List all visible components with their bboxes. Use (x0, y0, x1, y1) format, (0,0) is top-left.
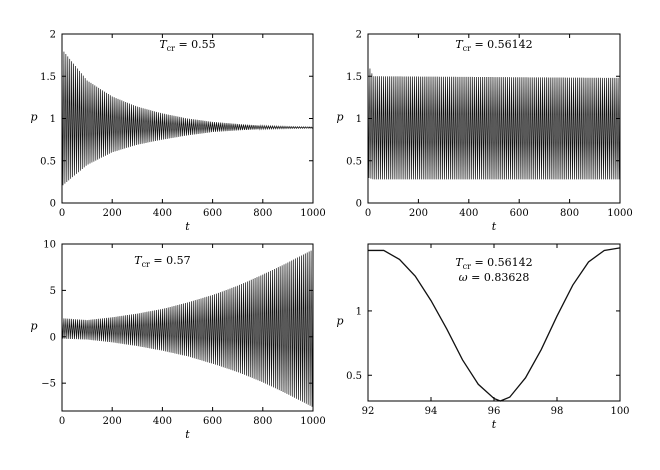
annotation-omega: ω = 0.83628 (459, 271, 530, 284)
y-tick-label: 2 (50, 30, 56, 41)
series-line (61, 49, 314, 186)
y-tick-label: 0 (50, 332, 56, 343)
x-tick-label: 800 (253, 208, 272, 219)
y-tick-label: 1 (356, 114, 362, 125)
x-tick-label: 1000 (300, 416, 325, 427)
x-axis-label: t (185, 428, 190, 441)
x-axis-label: t (492, 418, 497, 431)
x-tick-label: 100 (610, 406, 629, 417)
annotation-critical-t: Tcr = 0.57 (134, 254, 190, 269)
y-tick-label: 5 (50, 286, 56, 297)
y-tick-label: 2 (356, 30, 362, 41)
y-tick-label: 1 (356, 306, 362, 317)
y-tick-label: 0.5 (346, 371, 362, 382)
annotation-critical-t: Tcr = 0.56142 (455, 38, 532, 53)
x-tick-label: 1000 (300, 208, 325, 219)
x-tick-label: 0 (59, 208, 65, 219)
x-tick-label: 94 (425, 406, 438, 417)
x-tick-label: 800 (560, 208, 579, 219)
x-tick-label: 200 (409, 208, 428, 219)
y-tick-label: 0 (50, 199, 56, 210)
x-tick-label: 1000 (607, 208, 632, 219)
y-tick-label: 10 (43, 240, 56, 251)
x-axis-label: t (185, 220, 190, 233)
y-tick-label: 1.5 (40, 72, 56, 83)
series-line (367, 63, 621, 180)
chart-panel-2: 0 200 400 600 800 1000 0 0.5 1 1.5 2 t p Tcr = 0.5614… (336, 30, 632, 234)
y-axis-label: p (336, 315, 343, 328)
y-axis-label: p (336, 111, 343, 124)
y-tick-label: 0.5 (40, 156, 56, 167)
y-axis-label: p (30, 111, 37, 124)
x-axis-label: t (492, 220, 497, 233)
y-tick-label: 0 (356, 199, 362, 210)
x-tick-label: 600 (203, 416, 222, 427)
annotation-critical-t: Tcr = 0.55 (159, 38, 215, 53)
x-tick-label: 600 (203, 208, 222, 219)
x-tick-label: 0 (59, 416, 65, 427)
series-line (61, 249, 314, 407)
y-tick-label: 1 (50, 114, 56, 125)
x-tick-label: 800 (253, 416, 272, 427)
series-line (368, 247, 621, 402)
annotation-critical-t: Tcr = 0.56142 (455, 256, 532, 271)
chart-panel-1: 0 200 400 600 800 1000 0 0.5 1 1.5 2 t p Tcr = 0.55 (30, 30, 325, 234)
y-tick-label: −5 (41, 379, 56, 390)
x-tick-label: 200 (103, 208, 122, 219)
x-tick-label: 98 (551, 406, 564, 417)
y-axis-label: p (30, 320, 37, 333)
x-tick-label: 600 (510, 208, 529, 219)
y-tick-label: 1.5 (346, 72, 362, 83)
x-tick-label: 0 (365, 208, 371, 219)
y-tick-label: 0.5 (346, 156, 362, 167)
plot-frame (61, 243, 314, 412)
chart-panel-3: 0 200 400 600 800 1000 −5 0 5 10 t p Tcr = 0.57 (30, 240, 325, 442)
x-tick-label: 200 (103, 416, 122, 427)
x-tick-label: 400 (459, 208, 478, 219)
x-tick-label: 92 (362, 406, 375, 417)
x-tick-label: 400 (153, 416, 172, 427)
x-tick-label: 400 (153, 208, 172, 219)
x-tick-label: 96 (488, 406, 501, 417)
